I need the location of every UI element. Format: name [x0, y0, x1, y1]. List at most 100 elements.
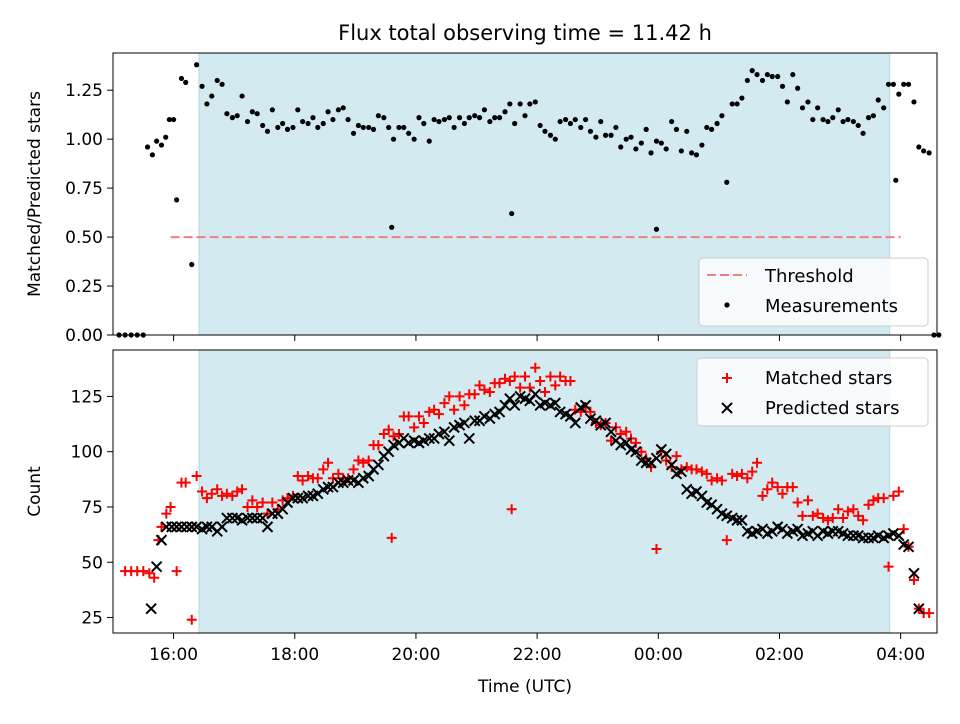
predicted-stars-point [569, 417, 581, 429]
y-tick-label: 25 [81, 609, 103, 629]
matched-stars-point [418, 417, 429, 428]
measurement-point [865, 115, 872, 121]
measurement-point [896, 91, 902, 97]
matched-stars-point [848, 504, 859, 515]
measurement-point [199, 83, 205, 89]
matched-stars-point [565, 375, 576, 386]
predicted-stars-point [226, 512, 239, 524]
measurement-point [416, 115, 422, 121]
measurement-point [699, 142, 705, 148]
matched-stars-point [868, 495, 879, 506]
matched-stars-point [777, 488, 788, 499]
x-tick-label: 04:00 [876, 645, 925, 665]
predicted-stars-point [201, 521, 213, 533]
matched-stars-point [807, 510, 818, 521]
measurement-point [472, 113, 478, 119]
predicted-stars-point [605, 426, 617, 438]
measurement-point [840, 118, 846, 125]
measurement-point [406, 130, 412, 136]
measurement-point [855, 122, 861, 129]
predicted-stars-point [660, 448, 672, 460]
measurement-point [734, 101, 740, 107]
matched-stars-point [908, 574, 919, 585]
matched-stars-point [333, 468, 344, 479]
matched-stars-point [651, 543, 662, 554]
measurement-point [436, 118, 442, 125]
matched-stars-point [727, 468, 738, 479]
predicted-stars-point [362, 470, 375, 482]
matched-stars-point [297, 475, 308, 486]
measurement-point [893, 177, 899, 183]
matched-stars-point [353, 455, 364, 466]
predicted-stars-point [913, 602, 925, 615]
predicted-stars-point [256, 512, 269, 524]
predicted-stars-point [579, 399, 592, 411]
matched-stars-point [454, 391, 465, 402]
matched-stars-point [630, 437, 641, 448]
measurement-point [653, 138, 660, 144]
measurement-point [280, 120, 286, 127]
measurement-point [522, 113, 528, 119]
matched-stars-point [787, 482, 798, 493]
matched-stars-point [138, 566, 149, 577]
x-tick-label: 00:00 [634, 645, 683, 665]
measurement-point [643, 126, 649, 132]
matched-stars-point [506, 504, 517, 515]
matched-stars-point [165, 501, 176, 512]
matched-stars-point [736, 468, 747, 479]
measurement-point [744, 77, 750, 84]
legend-measurements-label: Measurements [765, 296, 898, 317]
predicted-stars-point [181, 521, 193, 533]
measurement-point [860, 130, 866, 136]
measurement-point [598, 118, 604, 125]
measurement-point [729, 101, 735, 107]
predicted-stars-point [847, 530, 860, 542]
matched-stars-point [853, 510, 864, 521]
measurement-point [492, 115, 498, 121]
measurement-point [669, 118, 675, 125]
y-tick-label: 0.25 [65, 277, 103, 297]
matched-stars-point [242, 501, 253, 512]
matched-stars-point [772, 482, 783, 493]
measurement-point [547, 132, 554, 138]
measurement-point [805, 99, 811, 105]
measurement-point [542, 128, 548, 134]
matched-stars-point [474, 380, 485, 391]
y-tick-label: 1.25 [65, 81, 103, 101]
matched-stars-point [267, 497, 278, 508]
measurement-point [214, 77, 220, 84]
predicted-stars-point [564, 410, 577, 423]
measurement-point [693, 152, 700, 158]
predicted-stars-point [508, 399, 521, 411]
chart-title: Flux total observing time = 11.42 h [338, 21, 712, 45]
matched-stars-point [615, 429, 626, 440]
measurement-point [209, 93, 215, 99]
matched-stars-point [378, 429, 389, 440]
matched-stars-point [312, 473, 323, 484]
matched-stars-point [484, 387, 495, 398]
matched-stars-point [180, 477, 191, 488]
matched-stars-point [201, 493, 212, 504]
measurement-point [451, 124, 457, 131]
measurement-point [154, 138, 160, 144]
legend: Threshold Measurements [698, 257, 929, 327]
measurement-point [875, 97, 881, 103]
measurement-point [587, 128, 594, 134]
measurement-point [370, 126, 377, 132]
measurement-point [905, 81, 912, 87]
matched-stars-point [924, 608, 935, 619]
matched-stars-point [792, 497, 803, 508]
matched-stars-point [433, 409, 444, 420]
matched-stars-point [247, 495, 258, 506]
matched-stars-point [386, 532, 397, 543]
matched-stars-point [197, 486, 208, 497]
measurement-point [360, 124, 366, 131]
measurement-point [562, 116, 569, 123]
matched-stars-point [691, 464, 702, 475]
matched-stars-point [363, 455, 374, 466]
measurement-point [325, 109, 331, 115]
measurement-point [567, 120, 574, 127]
matched-stars-point [721, 535, 732, 546]
matched-stars-point [550, 380, 561, 391]
